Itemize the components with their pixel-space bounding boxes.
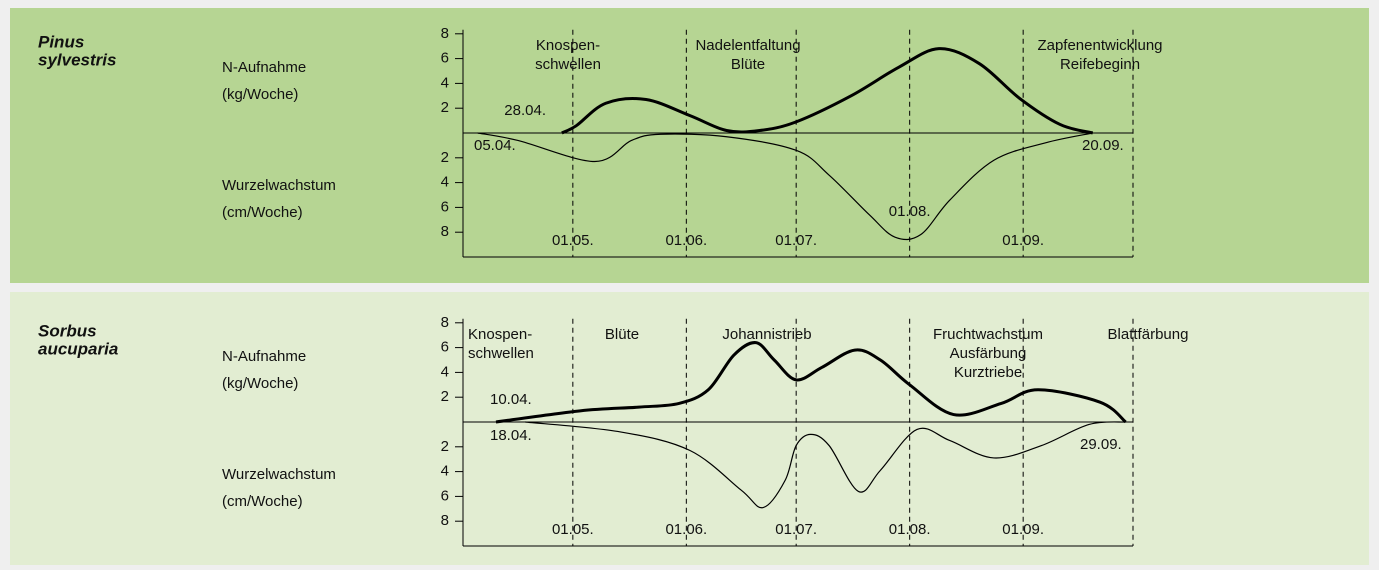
species-name: aucuparia <box>38 339 118 358</box>
start-date: 18.04. <box>490 427 532 444</box>
y2-tick-label: 2 <box>441 149 449 166</box>
x-tick-label: 01.09. <box>1002 232 1044 249</box>
series-unit: (cm/Woche) <box>222 204 303 221</box>
phase-label: Johannistrieb <box>722 326 811 343</box>
phase-label: Fruchtwachstum <box>933 326 1043 343</box>
start-date: 10.04. <box>490 391 532 408</box>
phase-label: Kurztriebe <box>954 364 1022 381</box>
x-tick-label: 01.05. <box>552 521 594 538</box>
x-tick-label: 01.05. <box>552 232 594 249</box>
phase-label: Blattfärbung <box>1108 326 1189 343</box>
series-name: Wurzelwachstum <box>222 466 336 483</box>
phase-label: Blüte <box>605 326 639 343</box>
curve <box>495 341 1127 424</box>
y2-tick-label: 2 <box>441 438 449 455</box>
phase-label: Ausfärbung <box>950 345 1027 362</box>
phase-label: Nadelentfaltung <box>695 37 800 54</box>
x-tick-label: 01.08. <box>889 521 931 538</box>
y-tick-label: 2 <box>441 388 449 405</box>
y2-tick-label: 8 <box>441 512 449 529</box>
y-tick-label: 4 <box>441 363 449 380</box>
x-tick-label: 01.06. <box>665 521 707 538</box>
curve <box>525 421 1126 509</box>
curve <box>561 47 1094 135</box>
y-tick-label: 2 <box>441 99 449 116</box>
series-unit: (cm/Woche) <box>222 493 303 510</box>
phase-label: Zapfenentwicklung <box>1037 37 1162 54</box>
y2-tick-label: 4 <box>441 174 449 191</box>
phase-label: schwellen <box>468 345 534 362</box>
end-date: 20.09. <box>1082 137 1124 154</box>
x-tick-label: 01.06. <box>665 232 707 249</box>
x-tick-label: 01.07. <box>775 521 817 538</box>
x-tick-label: 01.07. <box>775 232 817 249</box>
species-name: Sorbus <box>38 321 97 340</box>
y-tick-label: 8 <box>441 25 449 42</box>
phase-label: Reifebeginn <box>1060 56 1140 73</box>
phase-label: schwellen <box>535 56 601 73</box>
panel <box>10 8 1369 283</box>
y-tick-label: 6 <box>441 50 449 67</box>
phase-label: Knospen- <box>536 37 600 54</box>
start-date: 28.04. <box>504 102 546 119</box>
series-name: N-Aufnahme <box>222 59 306 76</box>
species-name: sylvestris <box>38 50 116 69</box>
y-tick-label: 4 <box>441 74 449 91</box>
series-unit: (kg/Woche) <box>222 375 298 392</box>
y-tick-label: 6 <box>441 339 449 356</box>
y2-tick-label: 8 <box>441 223 449 240</box>
x-tick-label: 01.08. <box>889 203 931 220</box>
curve <box>477 132 1093 241</box>
series-name: N-Aufnahme <box>222 348 306 365</box>
x-tick-label: 01.09. <box>1002 521 1044 538</box>
start-date: 05.04. <box>474 137 516 154</box>
species-name: Pinus <box>38 32 84 51</box>
series-unit: (kg/Woche) <box>222 86 298 103</box>
y2-tick-label: 4 <box>441 463 449 480</box>
y2-tick-label: 6 <box>441 198 449 215</box>
end-date: 29.09. <box>1080 436 1122 453</box>
y2-tick-label: 6 <box>441 487 449 504</box>
phase-label: Knospen- <box>468 326 532 343</box>
panel <box>10 292 1369 565</box>
y-tick-label: 8 <box>441 314 449 331</box>
phase-label: Blüte <box>731 56 765 73</box>
series-name: Wurzelwachstum <box>222 177 336 194</box>
